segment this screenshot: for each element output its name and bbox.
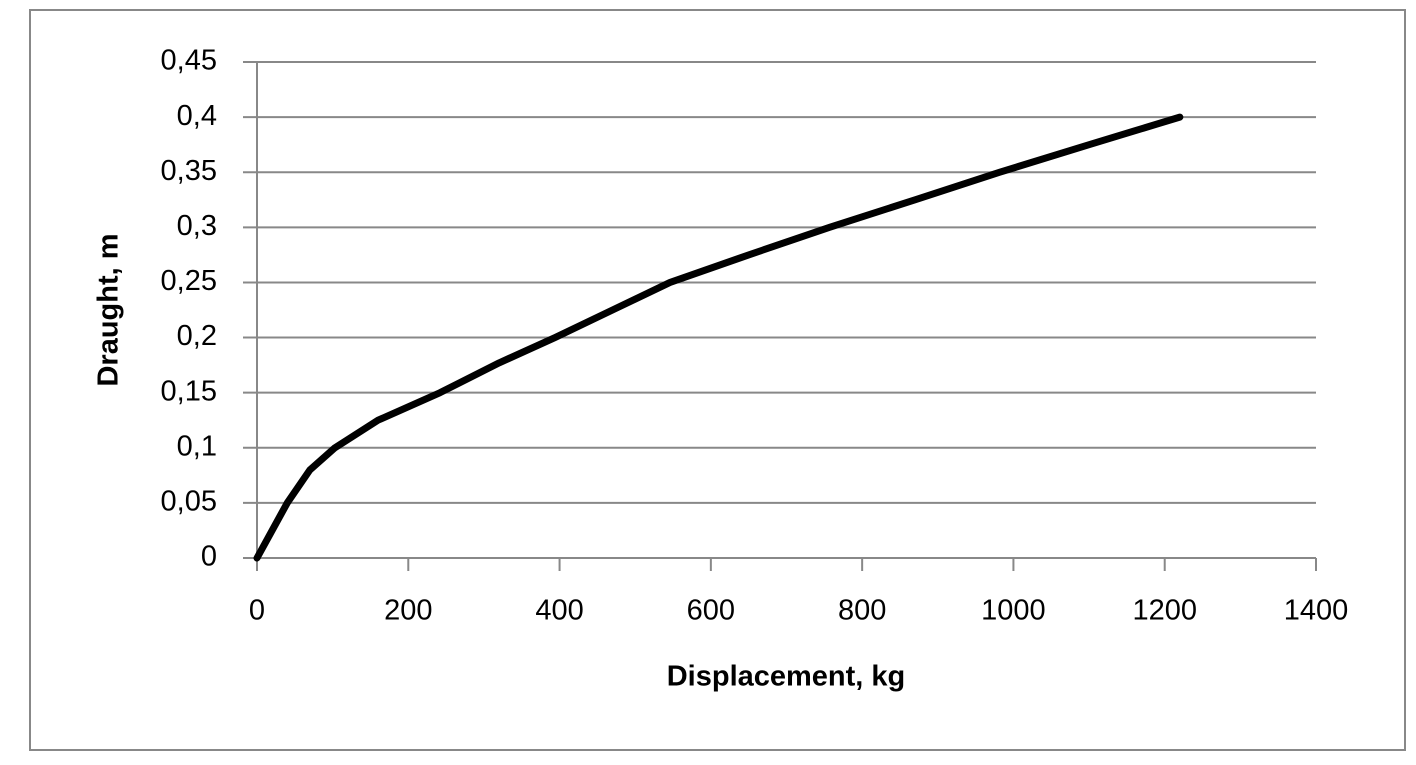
- x-tick-label: 0: [249, 595, 265, 627]
- x-tick-label: 1400: [1284, 595, 1349, 627]
- y-tick-label: 0: [201, 541, 217, 573]
- x-tick-label: 800: [838, 595, 886, 627]
- x-tick-label: 200: [384, 595, 432, 627]
- x-tick-label: 1000: [981, 595, 1046, 627]
- y-tick-label: 0,35: [161, 155, 217, 187]
- y-tick-label: 0,3: [177, 210, 217, 242]
- x-tick-label: 400: [535, 595, 583, 627]
- y-tick-label: 0,45: [161, 45, 217, 77]
- y-tick-label: 0,1: [177, 430, 217, 462]
- y-tick-label: 0,2: [177, 320, 217, 352]
- y-axis-title: Draught, m: [93, 233, 125, 386]
- y-tick-label: 0,05: [161, 486, 217, 518]
- data-line: [253, 113, 1184, 562]
- chart-frame: [29, 9, 1406, 751]
- y-tick-label: 0,15: [161, 375, 217, 407]
- x-tick-label: 1200: [1132, 595, 1197, 627]
- x-tick-label: 600: [687, 595, 735, 627]
- y-tick-label: 0,4: [177, 100, 217, 132]
- y-tick-label: 0,25: [161, 265, 217, 297]
- x-axis-title: Displacement, kg: [667, 661, 906, 693]
